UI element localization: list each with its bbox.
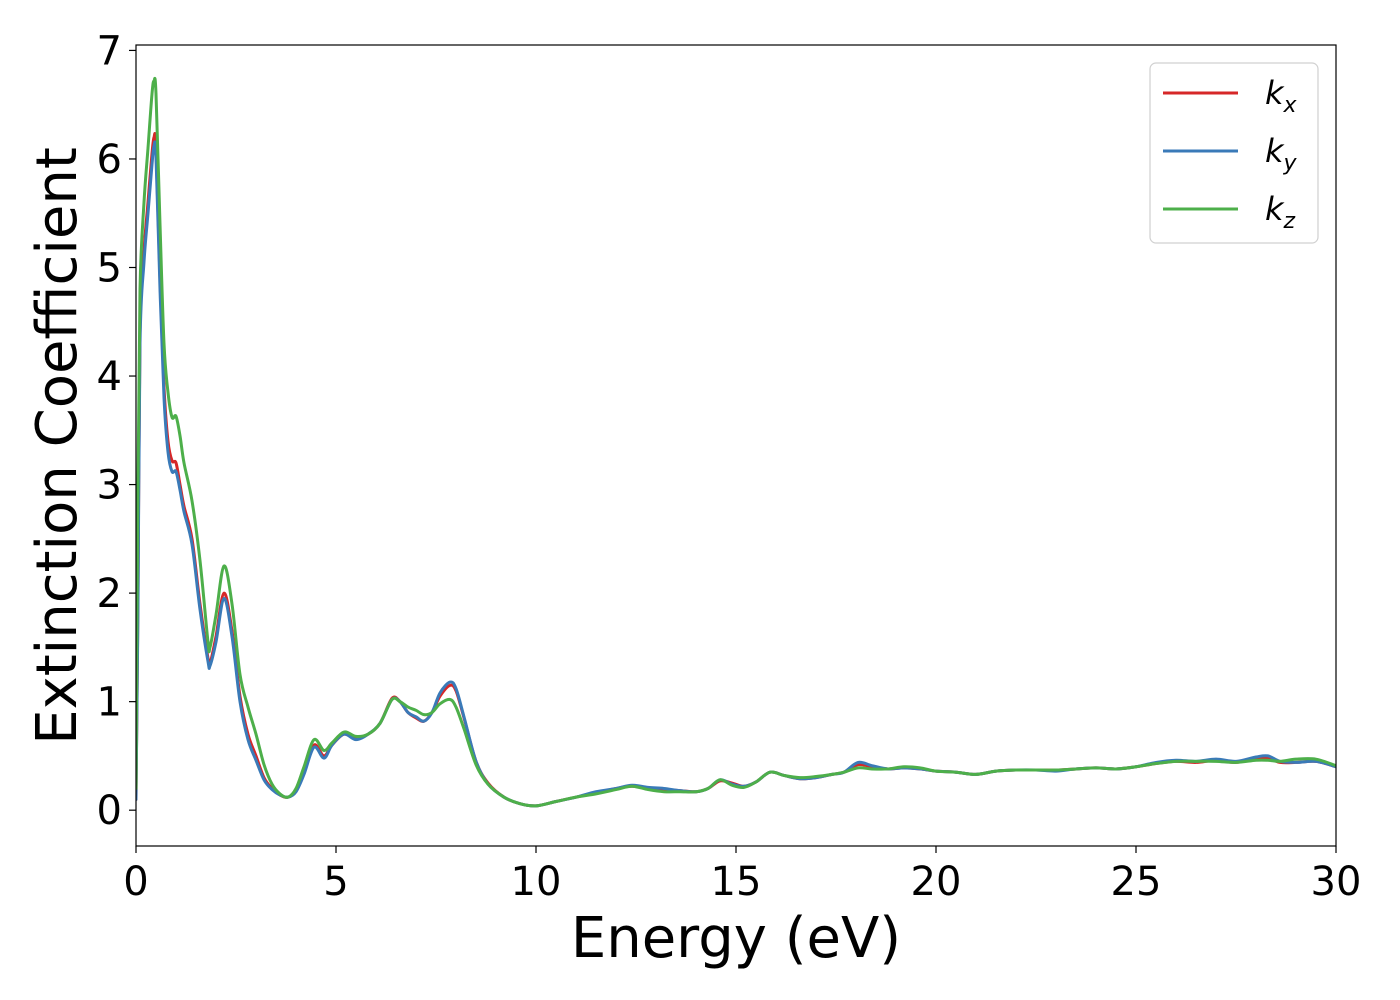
x-tick-label: 0 (123, 859, 148, 905)
x-tick-label: 20 (911, 859, 962, 905)
x-tick-label: 25 (1111, 859, 1162, 905)
x-tick-label: 10 (511, 859, 562, 905)
y-tick-label: 5 (97, 246, 122, 292)
x-tick-label: 5 (323, 859, 348, 905)
y-tick-label: 1 (97, 680, 122, 726)
y-tick-label: 2 (97, 571, 122, 617)
y-tick-label: 7 (97, 28, 122, 74)
legend-label-y: ky (1265, 132, 1298, 176)
y-axis-title: Extinction Coefficient (25, 147, 90, 745)
series-line-z (136, 76, 1336, 808)
y-tick-label: 4 (97, 354, 122, 400)
y-tick-label: 0 (97, 788, 122, 834)
x-tick-label: 15 (711, 859, 762, 905)
x-axis-title: Energy (eV) (571, 906, 901, 971)
legend-label-z: kz (1265, 190, 1296, 234)
x-axis-ticks: 0 5 10 15 20 25 30 (123, 846, 1361, 905)
legend-box (1149, 62, 1319, 244)
y-axis-ticks: 0 1 2 3 4 5 6 7 (97, 28, 136, 834)
series-layer (136, 76, 1336, 808)
y-tick-label: 3 (97, 463, 122, 509)
y-tick-label: 6 (97, 137, 122, 183)
legend: kx ky kz (1149, 62, 1319, 244)
legend-label-x: kx (1265, 74, 1298, 118)
x-tick-label: 30 (1311, 859, 1362, 905)
